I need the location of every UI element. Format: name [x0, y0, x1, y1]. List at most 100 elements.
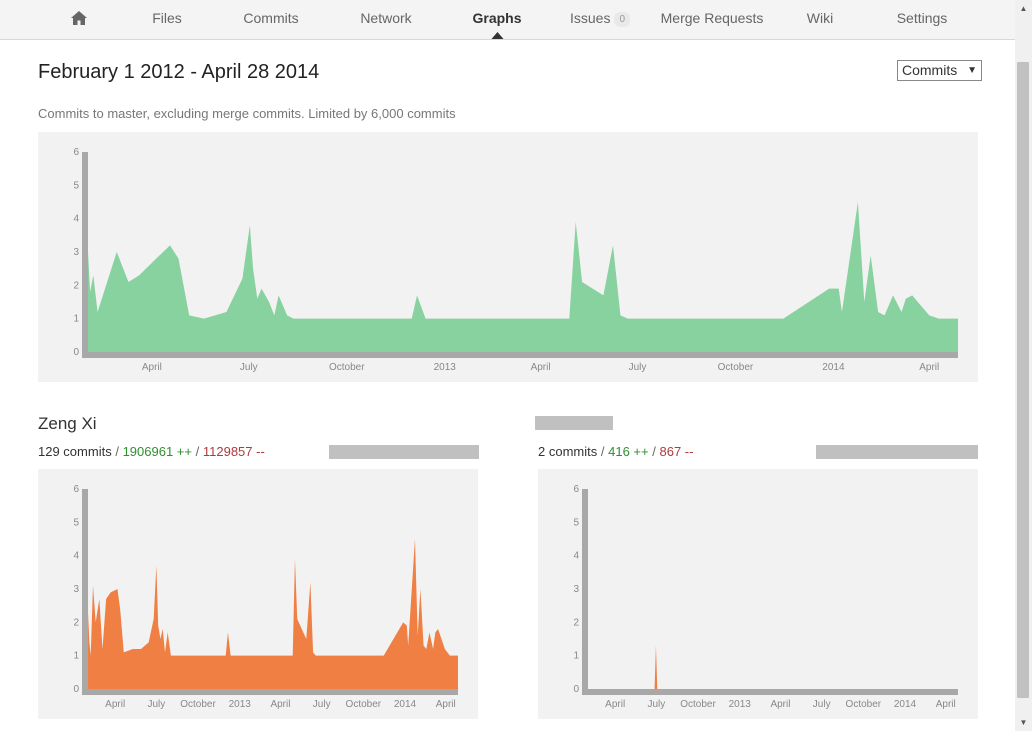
contributor-chart: 0 1 2 3 4 5 6 April July October 2013 April July Octo… [538, 469, 978, 719]
deletions-count: 867 -- [659, 444, 694, 459]
y-tick-label: 1 [573, 651, 579, 662]
nav-settings[interactable]: Settings [896, 10, 948, 26]
metric-select[interactable]: Commits ▼ [897, 60, 982, 81]
nav-issues-label: Issues [569, 10, 611, 26]
y-tick-label: 1 [73, 651, 79, 662]
redacted-block [329, 445, 479, 459]
x-tick-label: 2014 [394, 699, 417, 710]
main-commits-chart: 0 1 2 3 4 5 6 April July October 2013 April July Octo… [38, 132, 978, 382]
home-icon [71, 10, 87, 25]
y-tick-label: 0 [73, 684, 79, 695]
redacted-block [816, 445, 978, 459]
y-tick-label: 0 [573, 684, 579, 695]
x-tick-label: July [629, 362, 647, 373]
y-tick-label: 4 [573, 551, 579, 562]
x-tick-label: July [813, 699, 831, 710]
x-tick-label: July [647, 699, 665, 710]
y-tick-label: 2 [573, 617, 579, 628]
series-area [588, 645, 958, 689]
x-tick-label: 2013 [229, 699, 252, 710]
x-tick-label: April [436, 699, 456, 710]
y-tick-label: 6 [573, 484, 579, 495]
y-tick-label: 1 [73, 314, 79, 325]
deletions-count: 1129857 -- [202, 444, 265, 459]
issues-count-badge: 0 [614, 12, 631, 27]
x-tick-label: 2013 [434, 362, 457, 373]
y-tick-label: 4 [73, 551, 79, 562]
commit-count: 2 commits [538, 444, 598, 459]
x-tick-label: October [329, 362, 365, 373]
contributor-stats: 2 commits / 416 ++ / 867 -- [538, 444, 693, 459]
contributor-chart-svg: 0 1 2 3 4 5 6 April July October 2013 April July Octo… [573, 484, 958, 710]
y-tick-label: 5 [73, 517, 79, 528]
nav-home[interactable] [70, 0, 88, 39]
nav-network[interactable]: Network [360, 10, 412, 26]
x-tick-label: April [531, 362, 551, 373]
x-tick-label: April [936, 699, 956, 710]
y-tick-label: 4 [73, 214, 79, 225]
y-axis-line [82, 152, 88, 358]
contributor-chart-svg: 0 1 2 3 4 5 6 April July October 2013 April July Octo… [73, 484, 458, 710]
x-tick-label: 2013 [729, 699, 752, 710]
dropdown-arrow-icon: ▼ [967, 65, 977, 76]
scroll-up-arrow-icon[interactable]: ▲ [1019, 4, 1028, 13]
y-axis-line [82, 489, 88, 695]
nav-merge-requests[interactable]: Merge Requests [660, 10, 764, 26]
y-axis-line [582, 489, 588, 695]
x-tick-label: October [846, 699, 882, 710]
y-tick-label: 0 [73, 347, 79, 358]
nav-commits[interactable]: Commits [243, 10, 299, 26]
scroll-down-arrow-icon[interactable]: ▼ [1019, 718, 1028, 727]
x-tick-label: October [718, 362, 754, 373]
x-tick-label: October [346, 699, 382, 710]
y-tick-label: 3 [573, 584, 579, 595]
x-tick-label: April [142, 362, 162, 373]
y-tick-label: 6 [73, 147, 79, 158]
vertical-scrollbar[interactable]: ▲ ▼ [1015, 0, 1032, 731]
stats-separator: / [600, 444, 605, 459]
contributor-name: Zeng Xi [38, 414, 97, 433]
x-tick-label: July [240, 362, 258, 373]
redacted-contributor-name [535, 416, 613, 430]
x-tick-label: April [270, 699, 290, 710]
nav-graphs[interactable]: Graphs [472, 0, 522, 39]
stats-separator: / [195, 444, 200, 459]
x-tick-label: July [313, 699, 331, 710]
x-tick-label: 2014 [822, 362, 845, 373]
commit-count: 129 commits [38, 444, 112, 459]
x-tick-label: July [147, 699, 165, 710]
scroll-thumb[interactable] [1017, 62, 1029, 698]
x-tick-label: October [180, 699, 216, 710]
y-tick-label: 3 [73, 584, 79, 595]
y-tick-label: 2 [73, 280, 79, 291]
x-tick-label: April [770, 699, 790, 710]
x-tick-label: April [605, 699, 625, 710]
top-nav: Files Commits Network Graphs Issues 0 Mer… [0, 0, 1015, 40]
additions-count: 416 ++ [608, 444, 649, 459]
y-tick-label: 6 [73, 484, 79, 495]
y-tick-label: 3 [73, 247, 79, 258]
x-axis-line [82, 689, 458, 695]
series-area [88, 202, 958, 352]
graph-subtitle: Commits to master, excluding merge commi… [38, 106, 456, 121]
nav-wiki[interactable]: Wiki [806, 10, 834, 26]
metric-select-value: Commits [902, 62, 958, 78]
nav-files[interactable]: Files [152, 10, 182, 26]
x-axis-line [82, 352, 958, 358]
additions-count: 1906961 ++ [122, 444, 192, 459]
stats-separator: / [115, 444, 119, 459]
x-axis-line [582, 689, 958, 695]
nav-issues[interactable]: Issues 0 [569, 0, 631, 39]
stats-separator: / [652, 444, 656, 459]
contributor-chart: 0 1 2 3 4 5 6 April July October 2013 April July Octo… [38, 469, 478, 719]
series-area [88, 539, 458, 689]
contributor-stats: 129 commits / 1906961 ++ / 1129857 -- [38, 444, 265, 459]
y-tick-label: 2 [73, 617, 79, 628]
x-tick-label: October [680, 699, 716, 710]
page-title: February 1 2012 - April 28 2014 [38, 61, 320, 83]
y-tick-label: 5 [573, 517, 579, 528]
x-tick-label: 2014 [894, 699, 917, 710]
x-tick-label: April [105, 699, 125, 710]
x-tick-label: April [919, 362, 939, 373]
main-chart-svg: 0 1 2 3 4 5 6 April July October 2013 April July Octo… [73, 147, 958, 373]
